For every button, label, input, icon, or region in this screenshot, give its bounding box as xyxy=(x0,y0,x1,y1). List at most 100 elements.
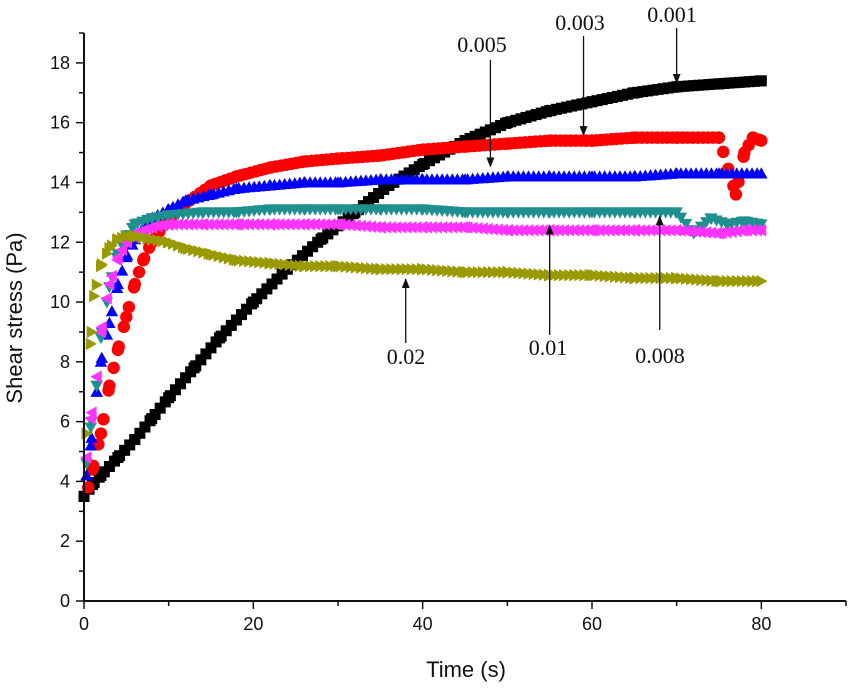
data-point xyxy=(543,134,556,147)
data-point xyxy=(82,481,95,494)
data-point xyxy=(331,218,343,231)
data-point xyxy=(315,233,327,245)
data-point xyxy=(84,412,96,425)
data-point xyxy=(712,227,724,240)
data-point xyxy=(90,380,103,392)
data-point xyxy=(729,188,743,201)
data-point xyxy=(264,204,277,216)
data-point xyxy=(264,179,277,191)
data-point xyxy=(671,271,683,285)
annotation-label: 0.01 xyxy=(529,335,568,360)
data-point xyxy=(471,222,483,235)
data-point xyxy=(230,207,243,219)
data-point xyxy=(105,305,119,317)
y-tick-label: 0 xyxy=(60,591,70,611)
data-point xyxy=(122,300,136,314)
data-point xyxy=(297,155,311,168)
data-point xyxy=(120,251,133,263)
data-point xyxy=(94,325,106,339)
data-point xyxy=(671,81,683,93)
data-point xyxy=(679,224,691,238)
data-point xyxy=(86,325,98,339)
data-point xyxy=(755,167,768,179)
data-point xyxy=(231,254,243,267)
data-point xyxy=(585,207,599,219)
data-point xyxy=(297,218,310,231)
data-point xyxy=(712,131,726,144)
y-tick-label: 12 xyxy=(50,232,70,252)
data-point xyxy=(491,223,503,236)
data-point xyxy=(230,182,243,194)
data-point xyxy=(700,226,712,239)
x-tick-label: 80 xyxy=(751,614,771,634)
y-tick-label: 6 xyxy=(60,412,70,432)
data-point xyxy=(738,224,750,237)
x-axis-label: Time (s) xyxy=(426,657,506,682)
x-tick-label: 20 xyxy=(243,614,263,634)
data-point xyxy=(297,176,311,188)
data-point xyxy=(137,254,150,267)
data-point xyxy=(107,361,120,375)
series-0-008 xyxy=(80,204,768,470)
data-point xyxy=(458,140,472,153)
data-point xyxy=(670,207,683,219)
data-point xyxy=(458,221,470,234)
data-point xyxy=(85,431,98,443)
y-tick-label: 10 xyxy=(50,292,70,312)
data-point xyxy=(115,243,128,256)
data-point xyxy=(684,225,697,238)
series-0-005 xyxy=(80,167,768,481)
data-point xyxy=(417,159,429,171)
data-point xyxy=(501,207,514,219)
data-point xyxy=(104,242,116,255)
data-point xyxy=(476,222,488,235)
data-point xyxy=(196,207,209,219)
data-point xyxy=(230,170,243,183)
data-point xyxy=(111,343,125,357)
annotation-label: 0.02 xyxy=(387,344,426,369)
data-point xyxy=(543,207,556,219)
data-point xyxy=(717,145,730,159)
data-point xyxy=(94,355,108,367)
data-point xyxy=(374,204,387,216)
data-point xyxy=(725,225,737,238)
data-point xyxy=(339,218,351,232)
data-point xyxy=(112,233,125,246)
data-point xyxy=(264,218,276,231)
data-point xyxy=(179,194,192,206)
data-point xyxy=(196,218,208,231)
data-point xyxy=(134,427,146,439)
data-point xyxy=(544,105,556,117)
data-point xyxy=(139,421,151,433)
data-point xyxy=(460,265,472,279)
data-point xyxy=(204,179,218,192)
data-point xyxy=(156,219,168,232)
data-point xyxy=(756,274,768,288)
data-point xyxy=(331,176,345,188)
data-point xyxy=(80,451,92,464)
data-point xyxy=(94,427,108,440)
data-point xyxy=(738,216,751,228)
data-point xyxy=(333,259,345,273)
data-point xyxy=(416,221,428,234)
data-point xyxy=(146,413,158,425)
data-point xyxy=(188,362,200,374)
data-point xyxy=(128,277,141,291)
data-point xyxy=(175,378,187,390)
data-point xyxy=(344,219,356,232)
data-point xyxy=(349,219,361,232)
data-point xyxy=(586,96,598,108)
data-point xyxy=(755,134,768,147)
data-point xyxy=(585,134,599,147)
series-0-02 xyxy=(81,230,768,440)
data-point xyxy=(163,236,175,249)
data-point xyxy=(163,392,175,404)
data-point xyxy=(679,218,693,231)
data-point xyxy=(297,204,311,216)
data-point xyxy=(151,220,163,233)
data-point xyxy=(755,224,767,237)
data-point xyxy=(628,224,640,237)
y-tick-label: 8 xyxy=(60,352,70,372)
data-point xyxy=(689,225,702,238)
y-tick-label: 4 xyxy=(60,471,70,491)
